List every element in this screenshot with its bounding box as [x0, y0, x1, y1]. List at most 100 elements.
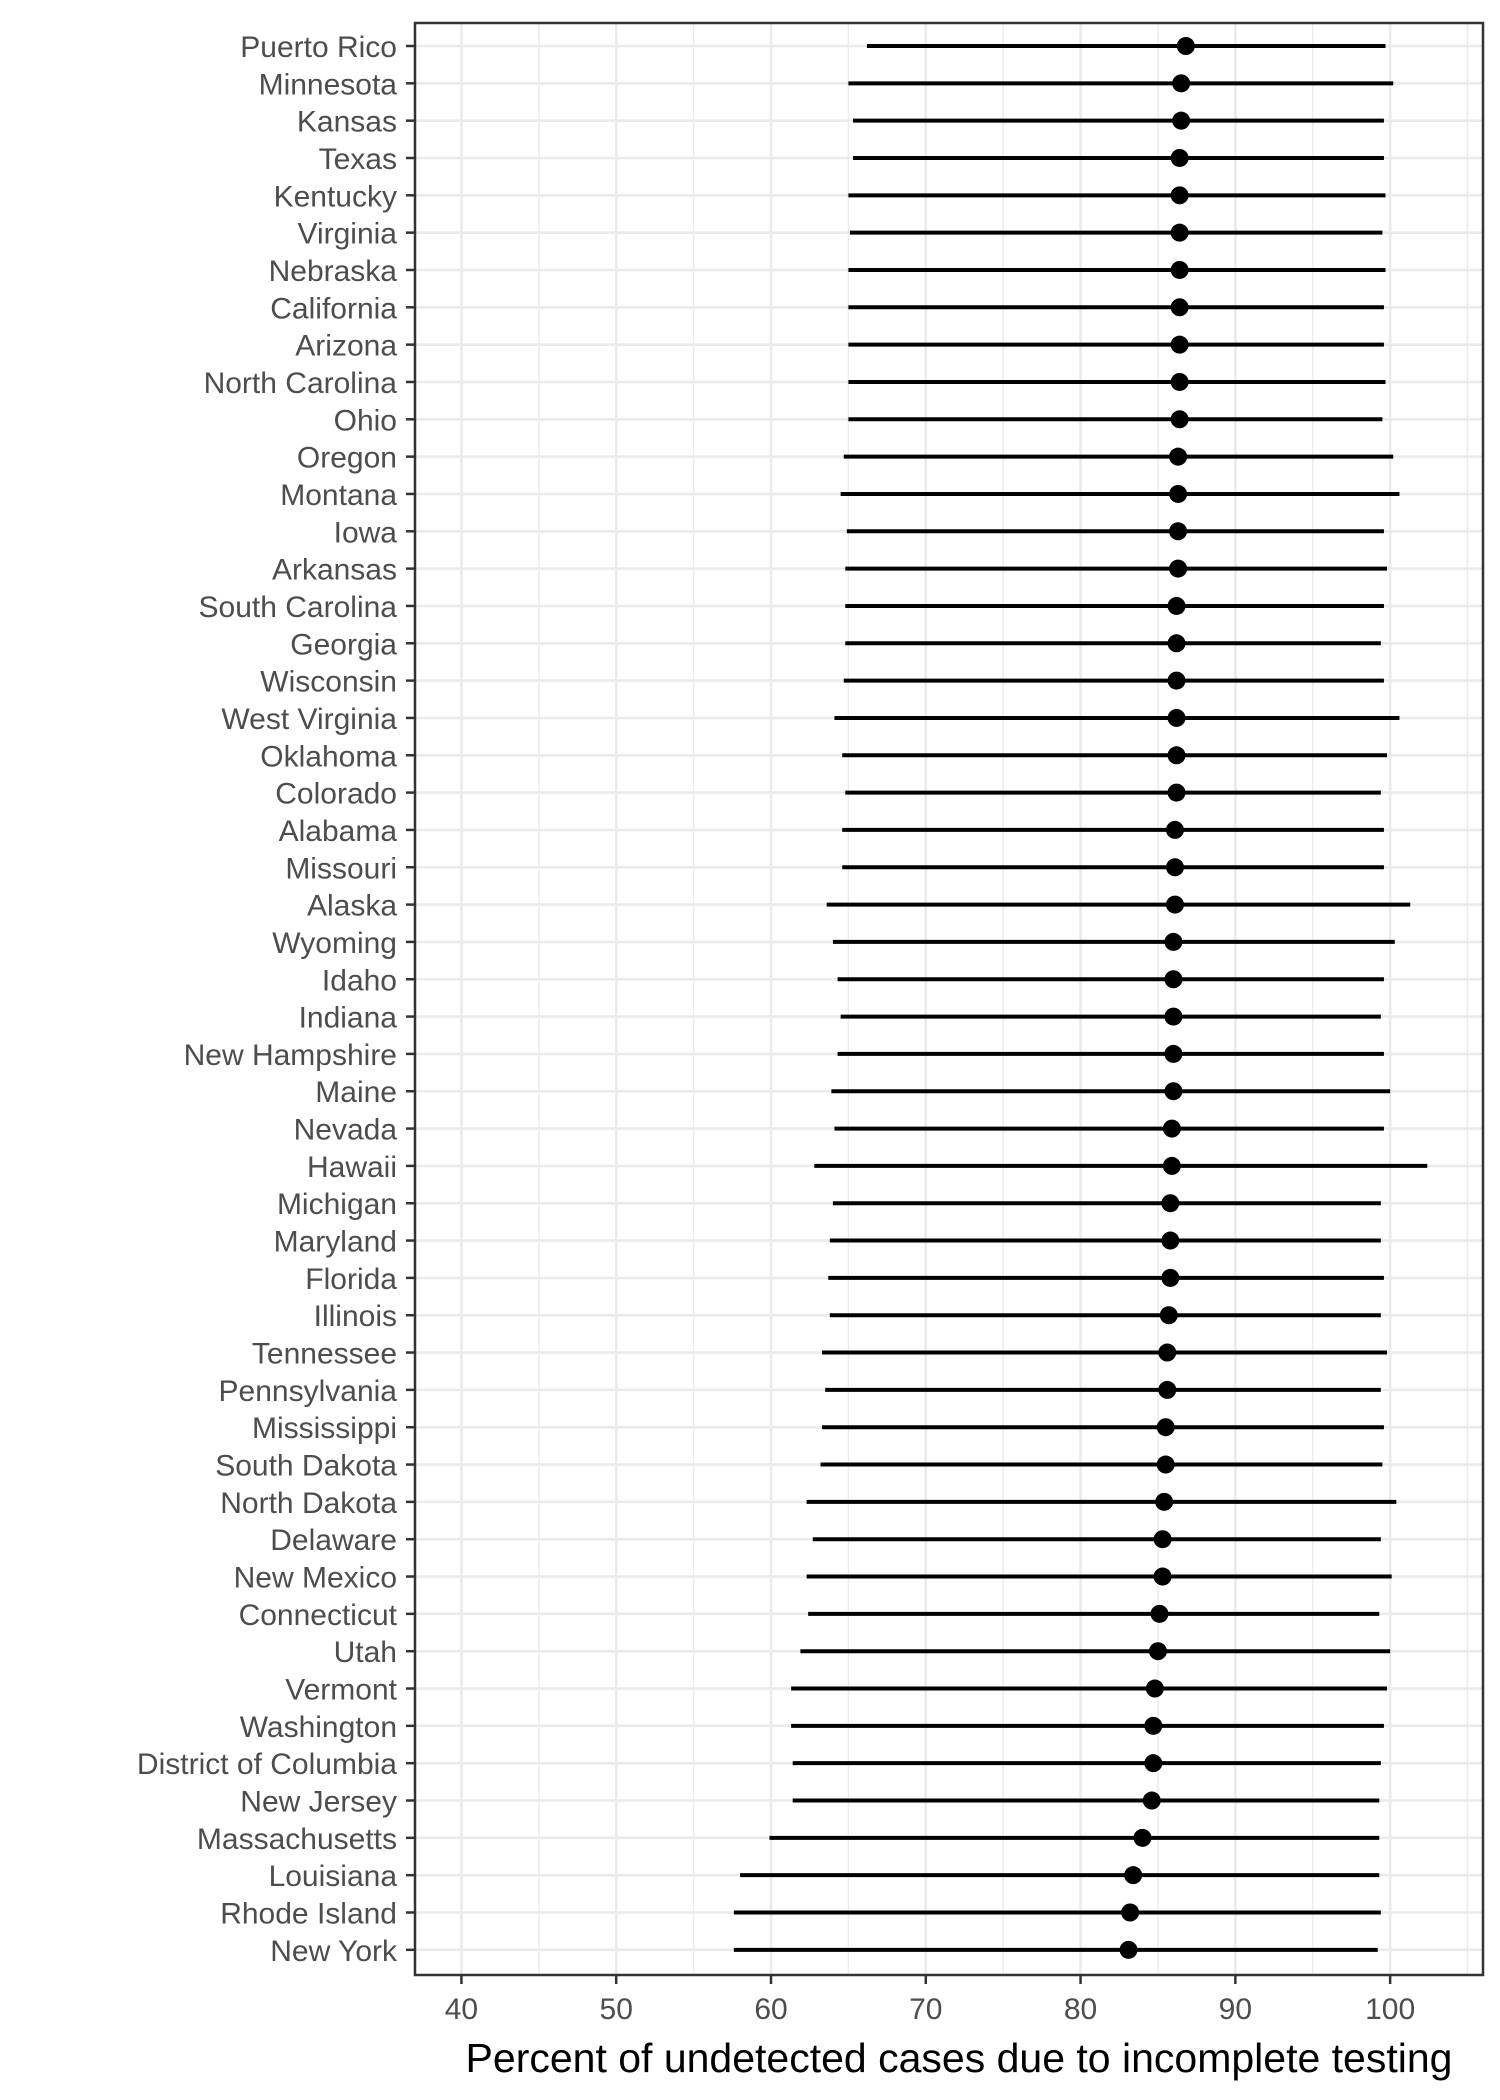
y-tick-label: Texas [319, 143, 397, 176]
estimate-point [1161, 1268, 1180, 1287]
y-tick-label: Puerto Rico [240, 31, 397, 64]
y-tick-label: New York [270, 1935, 398, 1968]
estimate-point [1161, 1194, 1180, 1213]
y-tick-label: Minnesota [259, 68, 398, 101]
y-tick-label: New Jersey [240, 1786, 397, 1819]
y-tick-label: Tennessee [252, 1338, 397, 1371]
estimate-point [1162, 1119, 1181, 1138]
y-tick-label: Virginia [297, 218, 397, 251]
estimate-point [1169, 559, 1188, 578]
estimate-point [1169, 522, 1188, 541]
estimate-point [1164, 1044, 1183, 1063]
estimate-point [1170, 223, 1189, 242]
x-tick-label: 50 [600, 1993, 633, 2026]
y-tick-label: Missouri [285, 852, 397, 885]
y-axis: Puerto Rico Minnesota Kansas Texas Kentucky V… [137, 31, 415, 1968]
estimate-point [1167, 671, 1186, 690]
estimate-point [1164, 1082, 1183, 1101]
x-tick-label: 40 [445, 1993, 478, 2026]
y-tick-label: North Dakota [220, 1487, 397, 1520]
y-tick-label: Florida [305, 1263, 397, 1296]
estimate-point [1170, 298, 1189, 317]
y-tick-label: Vermont [285, 1674, 397, 1707]
estimate-point [1161, 1231, 1180, 1250]
y-tick-label: Michigan [277, 1188, 397, 1221]
x-axis-title: Percent of undetected cases due to incom… [466, 2035, 1453, 2081]
estimate-point [1176, 37, 1195, 55]
y-tick-label: Nebraska [269, 255, 398, 288]
y-tick-label: North Carolina [204, 367, 398, 400]
estimate-point [1159, 1306, 1178, 1325]
y-tick-label: Mississippi [252, 1412, 397, 1445]
estimate-point [1156, 1418, 1175, 1437]
y-tick-label: Nevada [294, 1114, 398, 1147]
estimate-point [1165, 895, 1184, 914]
y-tick-label: Iowa [334, 516, 398, 549]
x-axis: 40 50 60 70 80 90 100 [445, 1975, 1415, 2026]
estimate-point [1124, 1866, 1143, 1885]
y-tick-label: South Dakota [215, 1450, 397, 1483]
estimate-point [1167, 708, 1186, 727]
estimate-point [1133, 1828, 1152, 1847]
y-tick-label: New Hampshire [184, 1039, 397, 1072]
y-tick-label: Maryland [274, 1226, 397, 1259]
estimate-point [1165, 858, 1184, 877]
y-tick-label: Wisconsin [260, 666, 397, 699]
estimate-point [1153, 1567, 1172, 1586]
estimate-point [1170, 372, 1189, 391]
y-tick-label: Maine [315, 1076, 397, 1109]
estimate-point [1150, 1604, 1169, 1623]
estimate-point [1170, 410, 1189, 429]
y-tick-label: Indiana [299, 1002, 398, 1035]
y-tick-label: Idaho [322, 964, 397, 997]
estimate-point [1158, 1380, 1177, 1399]
y-tick-label: Kentucky [274, 180, 397, 213]
estimate-point [1167, 746, 1186, 765]
y-tick-label: New Mexico [234, 1562, 397, 1595]
estimate-point [1167, 783, 1186, 802]
estimate-point [1144, 1716, 1163, 1735]
y-tick-label: Hawaii [307, 1151, 397, 1184]
x-tick-label: 80 [1064, 1993, 1097, 2026]
y-tick-label: South Carolina [199, 591, 398, 624]
y-tick-label: Utah [334, 1636, 397, 1669]
y-tick-label: Colorado [275, 778, 397, 811]
estimate-point [1121, 1903, 1140, 1922]
estimate-point [1119, 1940, 1138, 1959]
estimate-point [1167, 634, 1186, 653]
estimate-point [1164, 970, 1183, 989]
estimate-point [1165, 820, 1184, 839]
estimate-point [1169, 447, 1188, 466]
y-tick-label: Delaware [270, 1524, 397, 1557]
estimate-point [1164, 932, 1183, 951]
confidence-ranges [733, 44, 1428, 1952]
x-tick-label: 100 [1365, 1993, 1415, 2026]
estimate-point [1172, 74, 1191, 93]
y-tick-label: Louisiana [269, 1860, 398, 1893]
y-tick-label: Wyoming [272, 927, 397, 960]
y-tick-label: Alabama [279, 815, 398, 848]
estimate-point [1162, 1156, 1181, 1175]
estimate-point [1172, 111, 1191, 130]
y-tick-label: Ohio [334, 404, 397, 437]
x-tick-label: 90 [1219, 1993, 1252, 2026]
estimate-point [1167, 596, 1186, 615]
estimate-point [1153, 1530, 1172, 1549]
estimate-point [1145, 1679, 1164, 1698]
estimate-point [1169, 484, 1188, 503]
estimate-point [1155, 1492, 1174, 1511]
estimate-point [1142, 1791, 1161, 1810]
estimate-point [1158, 1343, 1177, 1362]
estimate-point [1170, 335, 1189, 354]
estimate-point [1170, 260, 1189, 279]
x-tick-label: 70 [909, 1993, 942, 2026]
x-tick-label: 60 [754, 1993, 787, 2026]
estimate-point [1156, 1455, 1175, 1474]
y-tick-label: Oklahoma [260, 740, 397, 773]
y-tick-label: Arizona [295, 330, 397, 363]
estimate-points [1119, 37, 1195, 1959]
y-tick-label: Rhode Island [220, 1898, 397, 1931]
y-tick-label: Oregon [297, 442, 397, 475]
